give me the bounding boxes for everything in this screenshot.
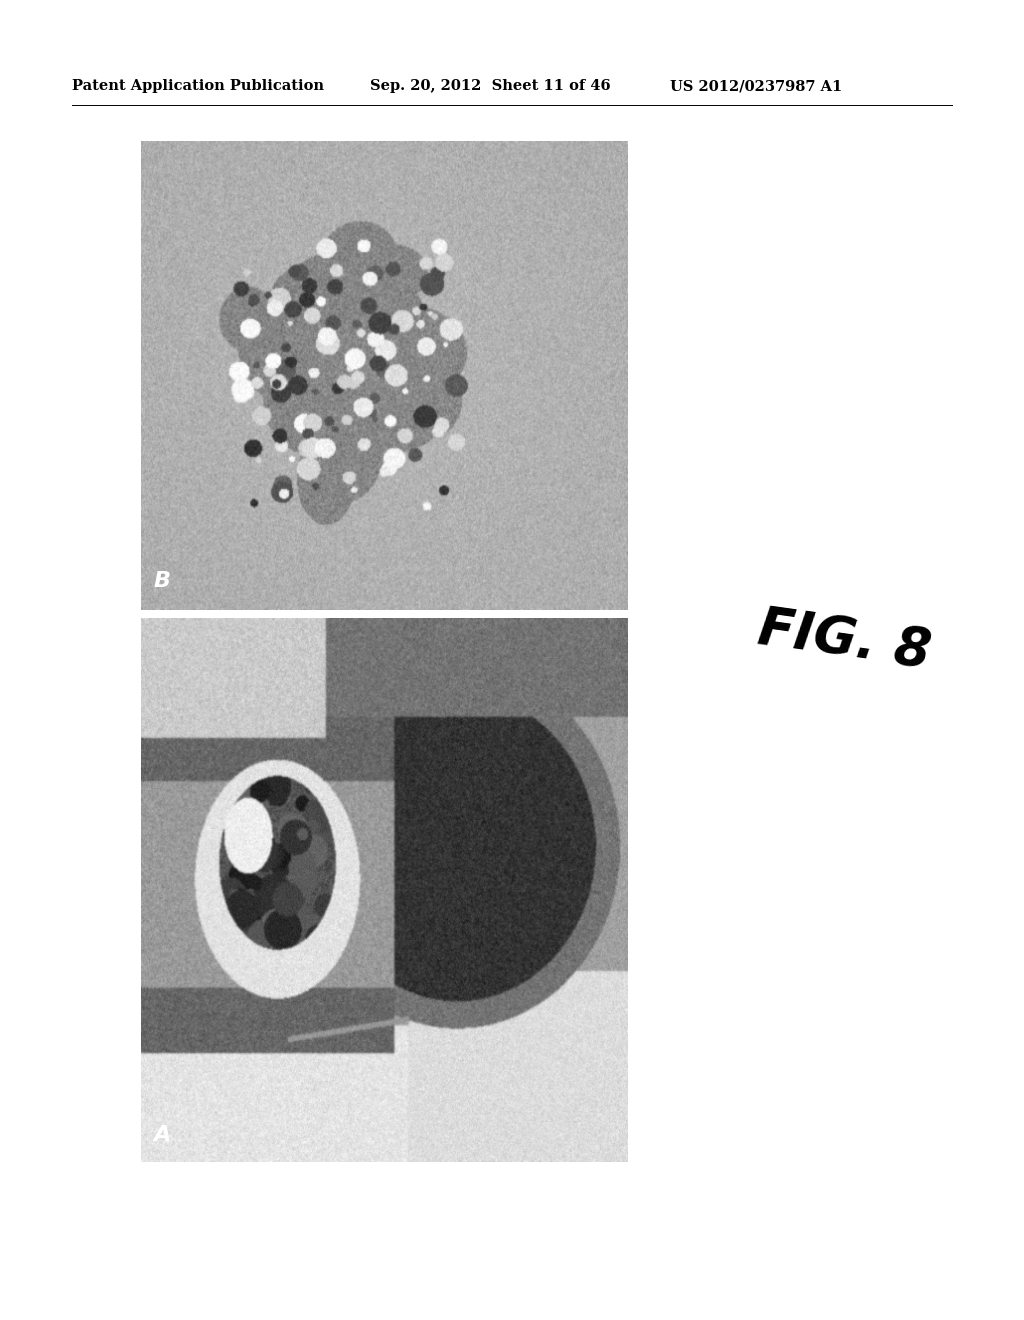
- Text: Patent Application Publication: Patent Application Publication: [72, 79, 324, 92]
- Text: FIG. 8: FIG. 8: [755, 602, 935, 678]
- Text: B: B: [154, 572, 170, 591]
- Text: US 2012/0237987 A1: US 2012/0237987 A1: [670, 79, 843, 92]
- Text: A: A: [154, 1125, 171, 1146]
- Text: Sep. 20, 2012  Sheet 11 of 46: Sep. 20, 2012 Sheet 11 of 46: [370, 79, 610, 92]
